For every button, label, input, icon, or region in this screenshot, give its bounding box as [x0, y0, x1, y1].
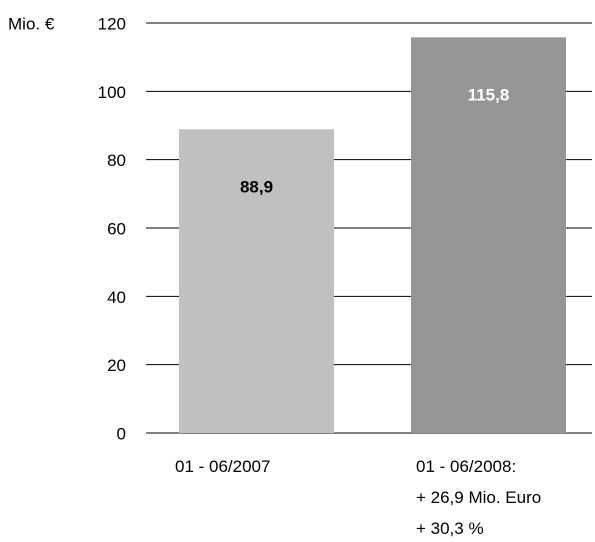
- bar: [179, 129, 334, 433]
- y-tick-label: 100: [98, 83, 126, 102]
- x-category-label: 01 - 06/2008:: [416, 457, 516, 476]
- y-tick-label: 120: [98, 15, 126, 34]
- x-category-note: + 26,9 Mio. Euro: [416, 488, 541, 507]
- x-category-label: 01 - 06/2007: [175, 457, 270, 476]
- y-tick-label: 20: [107, 356, 126, 375]
- y-tick-label: 60: [107, 220, 126, 239]
- bar-value-label: 115,8: [468, 85, 510, 104]
- y-tick-label: 0: [117, 425, 126, 444]
- y-tick-label: 80: [107, 151, 126, 170]
- x-category-note: + 30,3 %: [416, 519, 484, 538]
- bar-value-label: 88,9: [240, 177, 273, 196]
- y-axis-unit-label: Mio. €: [8, 15, 55, 34]
- bar: [411, 37, 566, 433]
- y-tick-label: 40: [107, 288, 126, 307]
